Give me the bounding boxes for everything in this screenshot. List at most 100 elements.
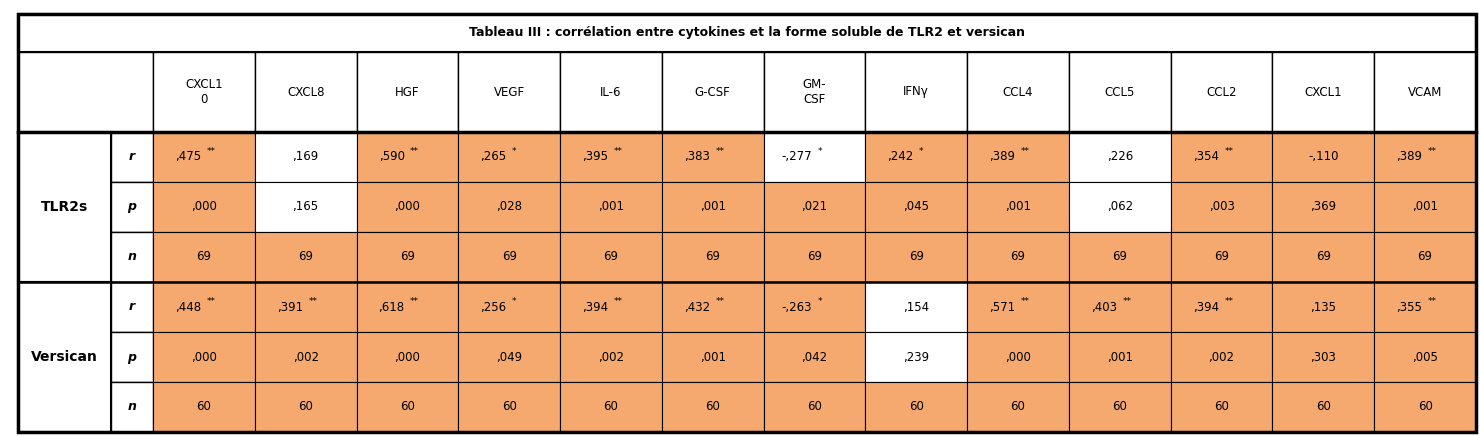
Text: ,001: ,001	[699, 351, 726, 364]
Text: CXCL1
0: CXCL1 0	[185, 78, 222, 106]
Text: IFNγ: IFNγ	[903, 85, 929, 99]
Bar	[764, 382, 865, 432]
Text: ,389: ,389	[989, 150, 1016, 164]
Text: ,395: ,395	[582, 150, 609, 164]
Text: 60: 60	[705, 401, 720, 413]
Text: 69: 69	[1214, 251, 1229, 263]
Text: ,000: ,000	[1006, 351, 1031, 364]
Bar	[764, 132, 865, 182]
Bar	[153, 132, 255, 182]
Text: ,475: ,475	[175, 150, 201, 164]
Bar	[357, 132, 458, 182]
Bar	[458, 232, 560, 282]
Text: 60: 60	[1010, 401, 1025, 413]
Text: **: **	[308, 297, 317, 306]
Bar	[865, 52, 967, 132]
Text: n: n	[127, 251, 136, 263]
Text: ,239: ,239	[903, 351, 930, 364]
Bar	[18, 282, 111, 432]
Bar	[458, 332, 560, 382]
Text: 69: 69	[502, 251, 517, 263]
Bar	[764, 282, 865, 332]
Text: **: **	[410, 147, 419, 156]
Text: ,391: ,391	[277, 300, 304, 313]
Text: **: **	[1428, 147, 1437, 156]
Text: ,001: ,001	[1006, 201, 1031, 214]
Bar	[458, 52, 560, 132]
Bar	[357, 332, 458, 382]
Text: ,062: ,062	[1106, 201, 1133, 214]
Bar	[1170, 182, 1272, 232]
Text: IL-6: IL-6	[600, 85, 622, 99]
Text: -,110: -,110	[1308, 150, 1339, 164]
Bar	[1069, 382, 1170, 432]
Text: ,001: ,001	[598, 201, 624, 214]
Bar	[764, 332, 865, 382]
Text: ,154: ,154	[903, 300, 930, 313]
Text: 69: 69	[400, 251, 415, 263]
Bar	[111, 232, 153, 282]
Text: CCL4: CCL4	[1003, 85, 1034, 99]
Text: 60: 60	[1214, 401, 1229, 413]
Text: ,169: ,169	[293, 150, 318, 164]
Bar	[662, 132, 764, 182]
Text: ,571: ,571	[989, 300, 1016, 313]
Text: 60: 60	[1317, 401, 1331, 413]
Bar	[1272, 132, 1374, 182]
Bar	[662, 282, 764, 332]
Bar	[1069, 52, 1170, 132]
Text: VEGF: VEGF	[493, 85, 524, 99]
Text: ,590: ,590	[379, 150, 404, 164]
Text: **: **	[715, 297, 724, 306]
Bar	[662, 232, 764, 282]
Text: ,354: ,354	[1192, 150, 1219, 164]
Text: ,389: ,389	[1397, 150, 1422, 164]
Bar	[255, 132, 357, 182]
Text: ,403: ,403	[1091, 300, 1117, 313]
Bar	[1272, 52, 1374, 132]
Bar	[560, 232, 662, 282]
Text: ,135: ,135	[1311, 300, 1336, 313]
Text: 60: 60	[604, 401, 619, 413]
Bar	[255, 382, 357, 432]
Text: ,242: ,242	[887, 150, 914, 164]
Text: ,000: ,000	[191, 351, 216, 364]
Bar	[1170, 232, 1272, 282]
Text: GM-
CSF: GM- CSF	[803, 78, 826, 106]
Bar	[662, 52, 764, 132]
Bar	[153, 52, 255, 132]
Bar	[560, 132, 662, 182]
Text: ,226: ,226	[1106, 150, 1133, 164]
Text: CXCL1: CXCL1	[1305, 85, 1342, 99]
Bar	[153, 332, 255, 382]
Bar	[764, 232, 865, 282]
Text: HGF: HGF	[395, 85, 419, 99]
Bar	[458, 382, 560, 432]
Bar	[458, 182, 560, 232]
Bar	[1170, 332, 1272, 382]
Text: *: *	[920, 147, 924, 156]
Bar	[1170, 282, 1272, 332]
Bar	[1374, 282, 1477, 332]
Text: ,000: ,000	[394, 201, 421, 214]
Text: **: **	[410, 297, 419, 306]
Bar	[1374, 182, 1477, 232]
Bar	[1069, 332, 1170, 382]
Text: ,021: ,021	[801, 201, 828, 214]
Text: 69: 69	[1417, 251, 1432, 263]
Text: ,045: ,045	[903, 201, 929, 214]
Bar	[111, 132, 153, 182]
Text: 69: 69	[1315, 251, 1331, 263]
Bar	[1272, 282, 1374, 332]
Text: **: **	[1020, 147, 1029, 156]
Text: *: *	[818, 147, 822, 156]
Text: r: r	[129, 300, 135, 313]
Text: ,000: ,000	[191, 201, 216, 214]
Bar	[1272, 182, 1374, 232]
Text: p: p	[127, 351, 136, 364]
Bar	[1170, 382, 1272, 432]
Bar	[967, 182, 1069, 232]
Bar	[1272, 232, 1374, 282]
Text: ,265: ,265	[480, 150, 507, 164]
Bar	[1272, 332, 1374, 382]
